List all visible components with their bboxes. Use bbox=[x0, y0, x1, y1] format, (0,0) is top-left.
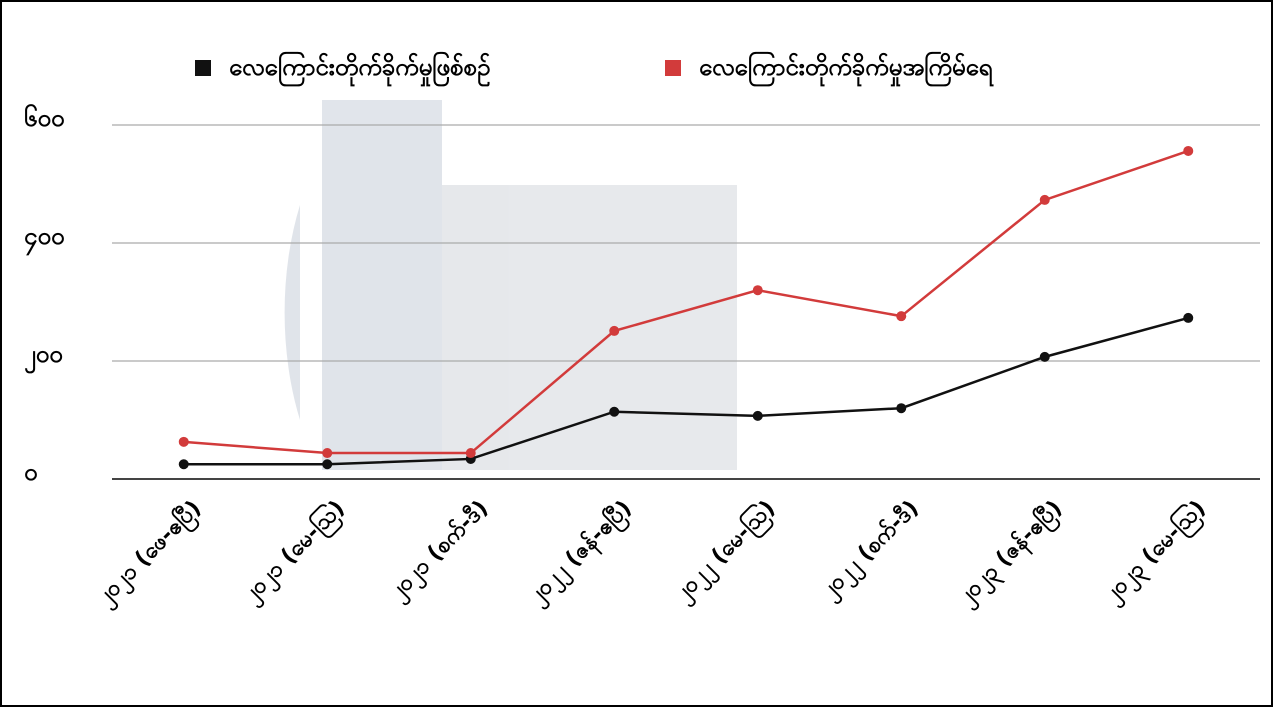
line bbox=[183, 149, 1189, 455]
point bbox=[465, 448, 476, 459]
legend-swatch bbox=[665, 60, 681, 76]
point bbox=[322, 448, 333, 459]
line bbox=[183, 316, 1189, 466]
point bbox=[1039, 351, 1050, 362]
point bbox=[1183, 145, 1194, 156]
legend-swatch bbox=[195, 60, 211, 76]
point bbox=[896, 311, 907, 322]
point bbox=[1039, 194, 1050, 205]
point bbox=[752, 285, 763, 296]
y-tick-label: ၆၀၀ bbox=[24, 103, 65, 132]
point bbox=[609, 406, 620, 417]
point bbox=[178, 459, 189, 470]
point bbox=[1183, 312, 1194, 323]
point bbox=[322, 459, 333, 470]
point bbox=[896, 403, 907, 414]
point bbox=[609, 325, 620, 336]
watermark bbox=[284, 100, 737, 470]
y-tick-label: ၀ bbox=[24, 458, 38, 486]
point bbox=[178, 436, 189, 447]
point bbox=[752, 410, 763, 421]
